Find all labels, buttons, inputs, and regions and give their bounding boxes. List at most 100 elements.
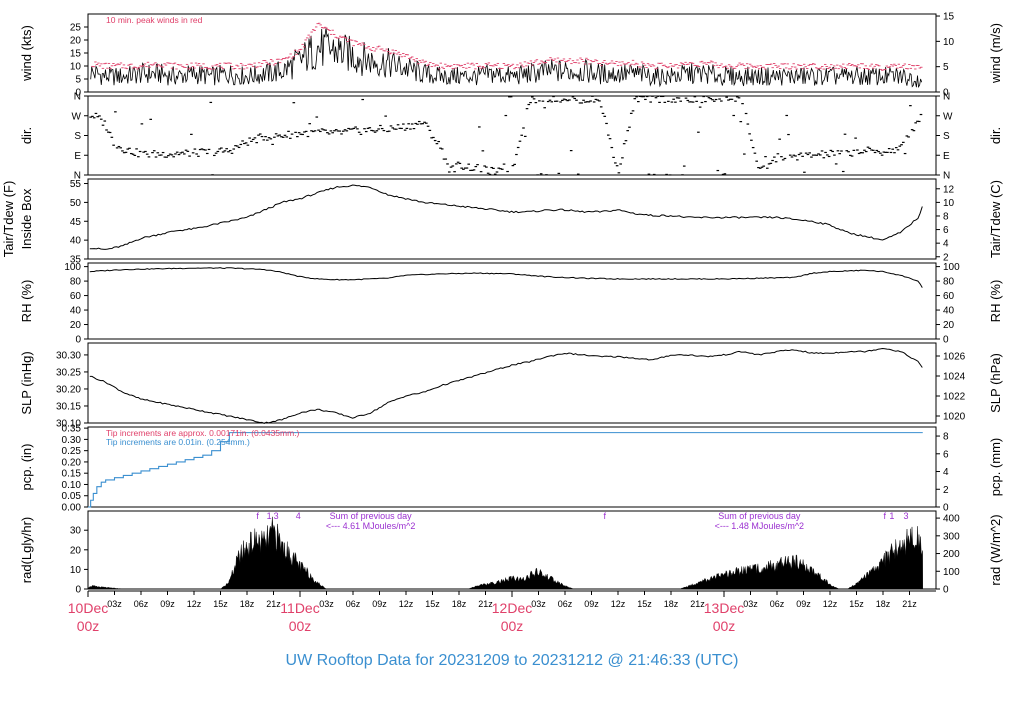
y-tick-label-right: 60	[943, 291, 955, 302]
y-tick-label-right: 6	[943, 225, 949, 236]
y-tick-label-right: 1020	[943, 412, 966, 423]
y-tick-label-right: 20	[943, 320, 955, 331]
x-tick-label: 18z	[452, 599, 467, 609]
y-axis-label-right: RH (%)	[988, 280, 1003, 323]
x-tick-label: 06z	[558, 599, 573, 609]
x-tick-label: 06z	[134, 599, 149, 609]
y-tick-label: 15	[70, 49, 82, 60]
panel-rh: 0 20 40 60 80 100 0 20 40 60 80 100 RH (%) RH (%)	[19, 262, 1003, 345]
y-tick-label-right: 15	[943, 12, 955, 23]
y-tick-label: S	[74, 131, 81, 142]
x-tick-label: 21z	[902, 599, 917, 609]
rad-top-label: 1	[889, 511, 894, 521]
y-tick-label: 5	[75, 75, 81, 86]
y-axis-label: Tair/Tdew (F)	[1, 181, 16, 258]
y-axis-label: pcp. (in)	[19, 444, 34, 491]
y-tick-label: 0.35	[62, 424, 82, 435]
x-tick-label: 18z	[664, 599, 679, 609]
series-slp-line	[89, 347, 923, 424]
rad-sum-label: Sum of previous day	[330, 511, 413, 521]
y-tick-label-right: 2	[943, 485, 949, 496]
y-axis-label: SLP (inHg)	[19, 351, 34, 414]
panel-temp: 35 40 45 50 55 2 4 6 8 10 12 Tair/Tdew (F) Inside Bo…	[1, 178, 1003, 266]
y-tick-label-right: 100	[943, 262, 960, 273]
y-tick-label-right: 5	[943, 62, 949, 73]
y-tick-label: 0.30	[62, 435, 82, 446]
rad-top-label: 1	[267, 511, 272, 521]
y-tick-label: 10	[70, 565, 82, 576]
y-tick-label-right: E	[943, 151, 950, 162]
y-tick-label-right: 4	[943, 467, 949, 478]
y-tick-label: 40	[70, 306, 82, 317]
y-tick-label: 40	[70, 236, 82, 247]
x-tick-label: 12z	[399, 599, 414, 609]
y-tick-label-right: 100	[943, 567, 960, 578]
y-tick-label-right: 200	[943, 549, 960, 560]
panel-slp: 30.10 30.15 30.20 30.25 30.30 1020 1022 1024 102…	[19, 342, 1003, 430]
y-tick-label: 35	[70, 255, 82, 266]
rad-top-label: 4	[296, 511, 301, 521]
y-tick-label: 80	[70, 277, 82, 288]
rad-sum-label: Sum of previous day	[718, 511, 801, 521]
x-date-hour: 00z	[501, 618, 524, 634]
x-tick-label: 21z	[690, 599, 705, 609]
rad-top-label: f	[603, 511, 606, 521]
y-tick-label: 50	[70, 198, 82, 209]
x-tick-label: 15z	[849, 599, 864, 609]
y-tick-label-right: 300	[943, 531, 960, 542]
y-tick-label: 30.30	[56, 350, 81, 361]
y-tick-label: W	[72, 111, 82, 122]
y-axis-label-right: SLP (hPa)	[988, 353, 1003, 413]
series-precip-line	[88, 432, 923, 508]
rain-annotation-new: Tip increments are 0.01in. (0.254mm.)	[106, 437, 250, 447]
y-tick-label-right: 12	[943, 184, 955, 195]
panel-frame	[87, 95, 937, 176]
y-tick-label-right: 10	[943, 37, 955, 48]
y-axis-label: rad(Lgly/hr)	[19, 517, 34, 583]
rad-top-label: f	[256, 511, 259, 521]
y-axis-label: dir.	[19, 127, 34, 144]
panel-pcp: 0.000.050.100.150.200.250.300.35 0 2 4 6 8 pcp…	[19, 424, 1003, 514]
y-tick-label: 30.25	[56, 367, 81, 378]
y-tick-label-right: S	[943, 131, 950, 142]
x-date-hour: 00z	[713, 618, 736, 634]
y-tick-label: 20	[70, 545, 82, 556]
y-axis-label-right: pcp. (mm)	[988, 438, 1003, 497]
y-tick-label-right: 2	[943, 252, 949, 263]
y-tick-label-right: 8	[943, 211, 949, 222]
panel-frame	[87, 426, 937, 508]
y-tick-label: 0	[75, 585, 81, 596]
panel-frame	[87, 262, 937, 340]
series-wind-line	[90, 27, 923, 88]
x-date-hour: 00z	[289, 618, 312, 634]
y-tick-label: 0	[75, 88, 81, 99]
x-tick-label: 06z	[346, 599, 361, 609]
rad-top-label: 3	[903, 511, 908, 521]
rain-annotation-old: Tip increments are approx. 0.00171in. (0…	[106, 428, 300, 438]
panel-frame	[87, 178, 937, 260]
y-tick-label: 10	[70, 62, 82, 73]
y-axis-label: RH (%)	[19, 280, 34, 323]
y-tick-label: N	[74, 171, 81, 182]
wind-annotation: 10 min. peak winds in red	[106, 15, 203, 25]
y-tick-label-right: 40	[943, 306, 955, 317]
series-temp-line	[89, 184, 923, 250]
x-date-label: 12Dec	[492, 600, 532, 616]
x-tick-label: 06z	[770, 599, 785, 609]
panel-wind: 0 5 10 15 20 25 0 5 10 15 wind (kts) wind (m/s) 10 m…	[19, 12, 1003, 99]
y-tick-label-right: W	[943, 111, 953, 122]
y-tick-label: 100	[64, 262, 81, 273]
y-tick-label-right: 0	[943, 585, 949, 596]
y-tick-label-right: 10	[943, 198, 955, 209]
x-date-label: 13Dec	[704, 600, 744, 616]
y-tick-label-right: 0	[943, 335, 949, 346]
y-axis-label-right: dir.	[988, 127, 1003, 144]
series-radiation-area	[87, 516, 923, 590]
y-tick-label-right: 1022	[943, 392, 966, 403]
y-tick-label: N	[74, 92, 81, 103]
x-tick-label: 15z	[425, 599, 440, 609]
x-tick-label: 03z	[531, 599, 546, 609]
y-tick-label: 0	[75, 335, 81, 346]
x-tick-label: 12z	[823, 599, 838, 609]
